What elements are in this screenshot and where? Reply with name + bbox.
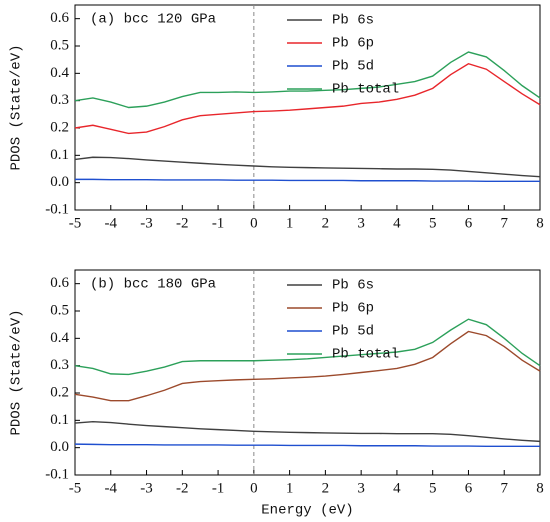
x-tick-label: 6	[465, 215, 473, 231]
line	[74, 443, 540, 447]
y-tick-label: -0.1	[45, 201, 69, 217]
x-tick-label: 1	[286, 215, 294, 231]
x-tick-label: -4	[105, 215, 118, 231]
line	[74, 51, 541, 109]
y-tick-label: 0.5	[50, 37, 69, 53]
x-tick-label: 0	[250, 480, 258, 496]
y-tick-label: 0.0	[50, 439, 69, 455]
x-tick-label: 5	[429, 215, 437, 231]
x-tick-label: -2	[176, 215, 189, 231]
x-tick-label: 7	[500, 215, 508, 231]
legend-label: Pb total	[332, 347, 399, 363]
x-tick-label: 6	[465, 480, 473, 496]
y-tick-label: -0.1	[45, 466, 69, 482]
x-tick-label: -5	[69, 215, 82, 231]
legend-label: Pb 5d	[332, 324, 374, 340]
x-tick-label: 3	[357, 215, 365, 231]
line	[74, 156, 541, 178]
line	[74, 318, 541, 376]
x-tick-label: 7	[500, 480, 508, 496]
y-tick-label: 0.2	[50, 119, 69, 135]
y-tick-label: 0.6	[50, 275, 69, 291]
y-tick-label: 0.4	[50, 330, 69, 346]
y-tick-label: 0.3	[50, 357, 69, 373]
x-tick-label: -2	[176, 480, 189, 496]
x-tick-label: 4	[393, 480, 401, 496]
y-axis-label: PDOS (State/eV)	[9, 44, 25, 170]
legend-label: Pb 6p	[332, 301, 374, 317]
line	[74, 420, 541, 443]
y-tick-label: 0.2	[50, 384, 69, 400]
x-tick-label: -1	[212, 215, 225, 231]
y-tick-label: 0.5	[50, 302, 69, 318]
x-tick-label: 4	[393, 215, 401, 231]
legend-label: Pb 5d	[332, 59, 374, 75]
y-tick-label: 0.1	[50, 147, 69, 163]
y-tick-label: 0.1	[50, 412, 69, 428]
x-tick-label: -1	[212, 480, 225, 496]
line	[74, 63, 541, 135]
x-tick-label: -3	[140, 480, 153, 496]
y-tick-label: 0.6	[50, 10, 69, 26]
x-tick-label: 3	[357, 480, 365, 496]
y-tick-label: 0.0	[50, 174, 69, 190]
x-tick-label: -5	[69, 480, 82, 496]
x-tick-label: 5	[429, 480, 437, 496]
x-tick-label: 0	[250, 215, 258, 231]
x-tick-label: 2	[322, 480, 330, 496]
x-tick-label: 1	[286, 480, 294, 496]
legend-label: Pb 6s	[332, 13, 374, 29]
line	[75, 178, 540, 182]
plot-frame	[74, 269, 541, 476]
x-tick-label: -3	[140, 215, 153, 231]
x-axis-label: Energy (eV)	[261, 503, 353, 519]
legend-label: Pb 6s	[332, 278, 374, 294]
line	[74, 330, 541, 402]
x-tick-label: -4	[105, 480, 118, 496]
x-tick-label: 2	[322, 215, 330, 231]
panel-title: (b) bcc 180 GPa	[90, 277, 216, 293]
plot-frame	[74, 4, 541, 211]
y-tick-label: 0.4	[50, 65, 69, 81]
y-tick-label: 0.3	[50, 92, 69, 108]
x-tick-label: 8	[536, 215, 544, 231]
x-tick-label: 8	[536, 480, 544, 496]
legend-label: Pb total	[332, 82, 399, 98]
y-axis-label: PDOS (State/eV)	[9, 309, 25, 435]
panel-title: (a) bcc 120 GPa	[90, 12, 216, 28]
legend-label: Pb 6p	[332, 36, 374, 52]
